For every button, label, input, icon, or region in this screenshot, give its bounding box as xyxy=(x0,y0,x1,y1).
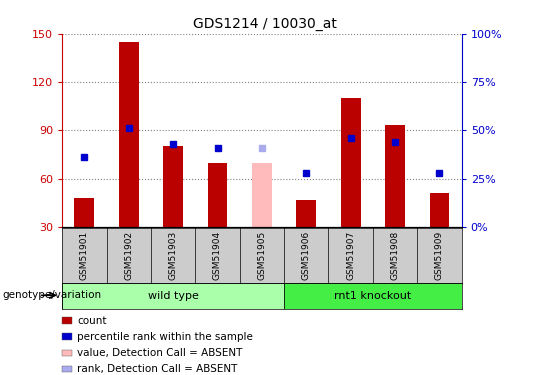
Text: GSM51901: GSM51901 xyxy=(80,230,89,280)
Text: percentile rank within the sample: percentile rank within the sample xyxy=(77,332,253,342)
Text: GSM51907: GSM51907 xyxy=(346,230,355,280)
Text: GSM51908: GSM51908 xyxy=(390,230,400,280)
Text: GSM51905: GSM51905 xyxy=(258,230,266,280)
Bar xyxy=(62,283,284,309)
Text: GSM51903: GSM51903 xyxy=(168,230,178,280)
Text: GSM51909: GSM51909 xyxy=(435,230,444,280)
Text: wild type: wild type xyxy=(147,291,199,301)
Bar xyxy=(429,193,449,227)
Bar xyxy=(252,162,272,227)
Text: rnt1 knockout: rnt1 knockout xyxy=(334,291,411,301)
Bar xyxy=(296,200,316,227)
Bar xyxy=(75,198,94,227)
Text: GSM51904: GSM51904 xyxy=(213,230,222,279)
Text: rank, Detection Call = ABSENT: rank, Detection Call = ABSENT xyxy=(77,364,238,374)
Text: GDS1214 / 10030_at: GDS1214 / 10030_at xyxy=(193,17,336,31)
Text: count: count xyxy=(77,316,107,326)
Bar xyxy=(284,283,462,309)
Bar xyxy=(341,98,361,227)
Text: GSM51902: GSM51902 xyxy=(124,230,133,279)
Bar xyxy=(385,126,405,227)
Bar xyxy=(119,42,139,227)
Bar xyxy=(163,146,183,227)
Bar xyxy=(207,162,227,227)
Text: value, Detection Call = ABSENT: value, Detection Call = ABSENT xyxy=(77,348,242,358)
Text: genotype/variation: genotype/variation xyxy=(3,291,102,300)
Text: GSM51906: GSM51906 xyxy=(302,230,311,280)
